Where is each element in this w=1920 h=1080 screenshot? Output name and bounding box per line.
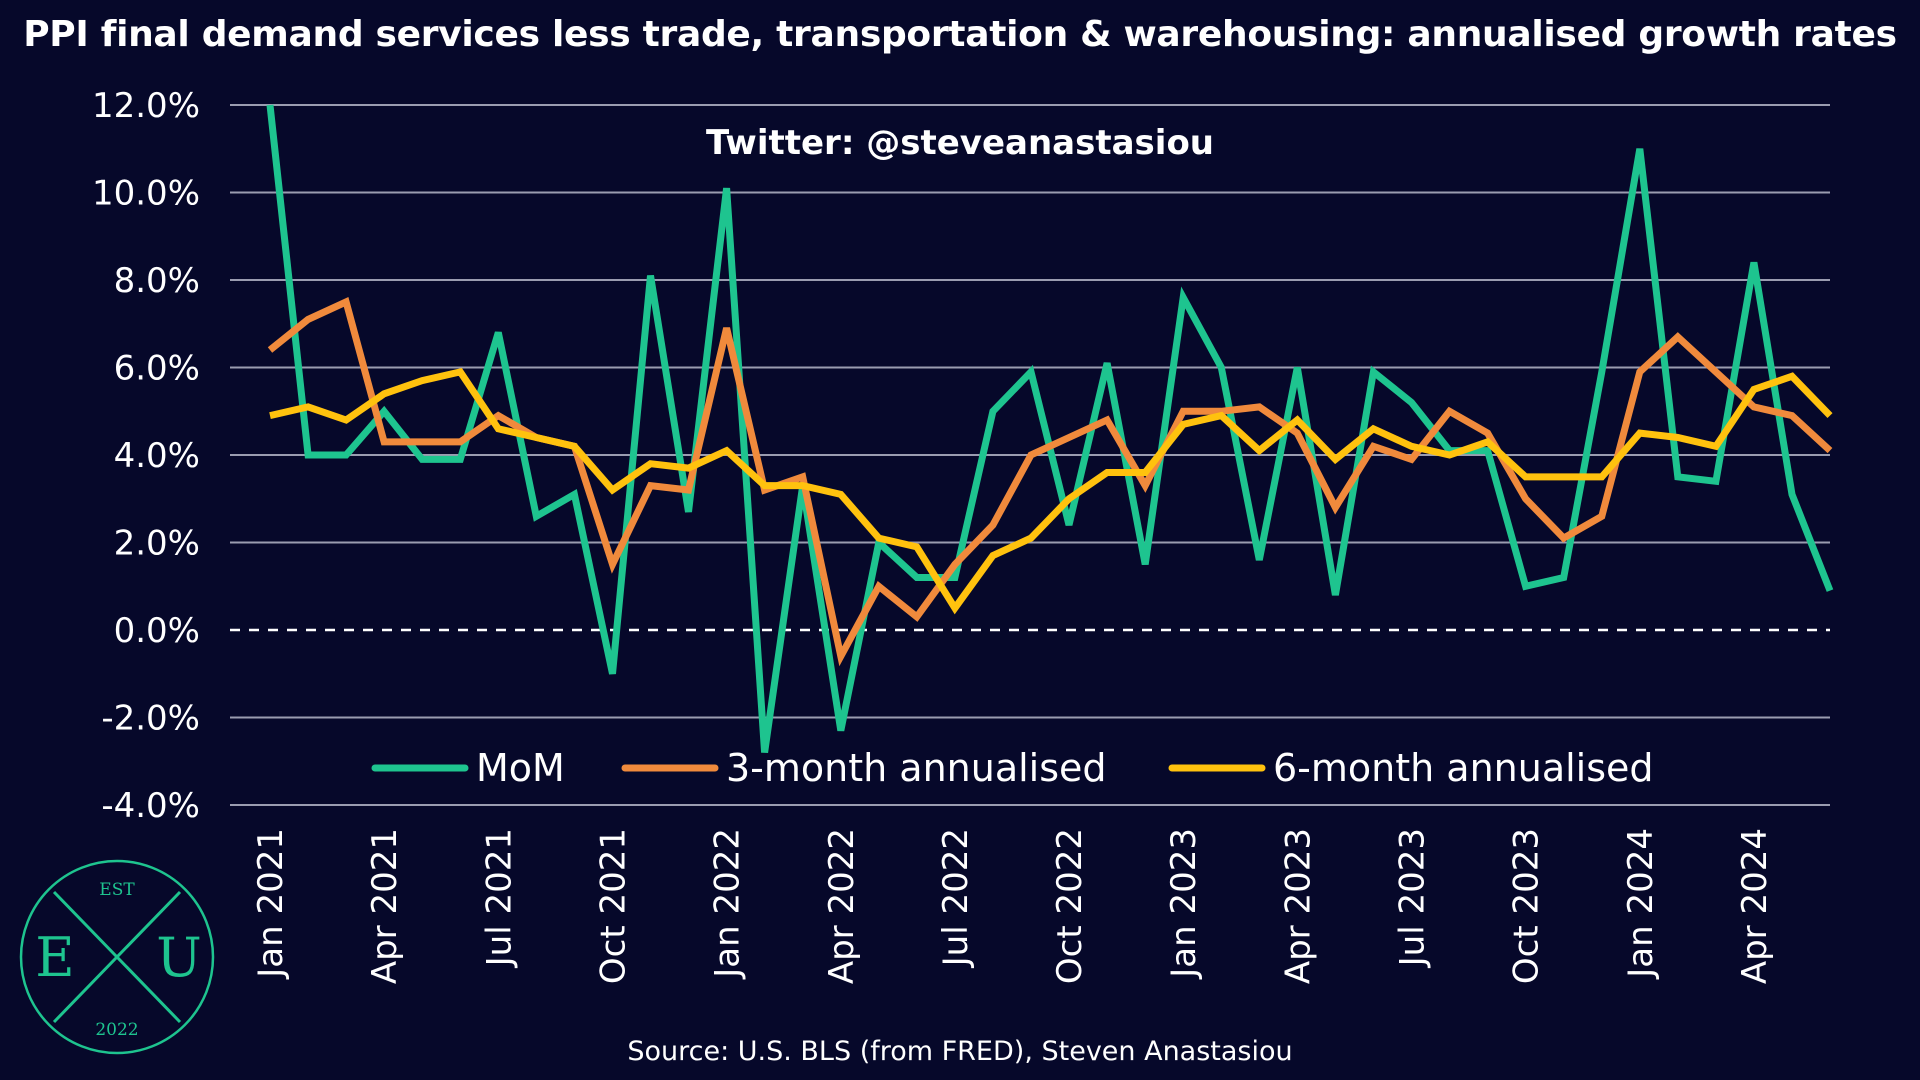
x-tick-label: Apr 2021 (365, 828, 405, 984)
x-tick-label: Jul 2022 (936, 828, 976, 968)
x-tick-label: Jan 2024 (1621, 828, 1661, 980)
source-note: Source: U.S. BLS (from FRED), Steven Ana… (627, 1036, 1293, 1067)
y-tick-label: 8.0% (114, 261, 200, 301)
y-tick-label: 12.0% (92, 86, 200, 126)
logo-est-text: EST (99, 880, 135, 900)
y-tick-label: -4.0% (101, 786, 200, 826)
chart-title: PPI final demand services less trade, tr… (23, 14, 1897, 55)
x-tick-label: Oct 2022 (1050, 828, 1090, 984)
x-tick-label: Oct 2021 (593, 828, 633, 984)
twitter-annotation: Twitter: @steveanastasiou (706, 123, 1214, 163)
legend-label: 6-month annualised (1273, 746, 1654, 790)
logo-ring (19, 859, 215, 1055)
logo-e-letter: E (35, 926, 74, 989)
x-tick-label: Apr 2023 (1278, 828, 1318, 984)
y-tick-label: 10.0% (92, 174, 200, 214)
y-tick-label: 6.0% (114, 349, 200, 389)
eu-logo: EST E U 2022 (19, 859, 215, 1055)
x-tick-label: Jan 2023 (1164, 828, 1204, 980)
logo-u-letter: U (156, 926, 202, 989)
logo-year-text: 2022 (95, 1020, 138, 1040)
x-tick-label: Jan 2021 (251, 828, 291, 980)
x-tick-label: Apr 2022 (822, 828, 862, 984)
legend-label: 3-month annualised (726, 746, 1107, 790)
logo-cross-line-2 (52, 890, 182, 1024)
y-tick-label: 2.0% (114, 524, 200, 564)
y-tick-label: -2.0% (101, 699, 200, 739)
legend-label: MoM (476, 746, 565, 790)
x-tick-label: Apr 2024 (1735, 828, 1775, 984)
x-tick-label: Oct 2023 (1507, 828, 1547, 984)
x-tick-label: Jul 2021 (479, 828, 519, 968)
legend: MoM 3-month annualised 6-month annualised (371, 746, 1654, 790)
y-tick-label: 0.0% (114, 611, 200, 651)
y-tick-label: 4.0% (114, 436, 200, 476)
x-tick-label: Jan 2022 (708, 828, 748, 980)
series-line-6-month-annualised (269, 367, 1833, 615)
x-tick-label: Jul 2023 (1393, 828, 1433, 968)
